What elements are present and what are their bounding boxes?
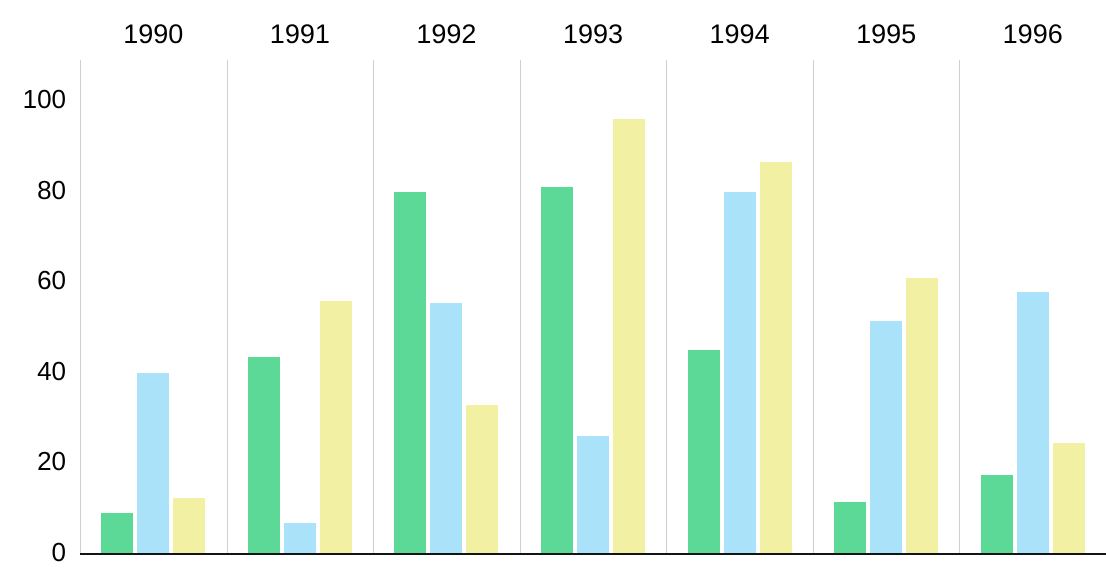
bar-series-yellow (759, 162, 792, 553)
vertical-gridline (80, 60, 81, 553)
y-tick-label: 80 (37, 174, 66, 205)
bar-series-yellow (319, 300, 352, 553)
vertical-gridline (519, 60, 521, 553)
y-tick-label: 60 (37, 265, 66, 296)
x-axis-line (80, 553, 1106, 555)
category-label: 1995 (856, 19, 917, 49)
bar-series-yellow (1052, 443, 1085, 553)
category-label: 1994 (709, 19, 770, 49)
y-tick-label: 40 (37, 355, 66, 386)
bar-series-blue (577, 436, 609, 553)
category-label: 1992 (416, 19, 477, 49)
category-label: 1991 (269, 19, 330, 49)
bar-series-blue (283, 522, 316, 553)
bar-series-green (247, 357, 280, 553)
bar-series-blue (870, 320, 903, 553)
bar-series-yellow (173, 497, 206, 553)
bar-series-green (980, 474, 1013, 553)
bar-series-yellow (906, 277, 939, 553)
bar-series-yellow (613, 119, 645, 553)
y-tick-label: 100 (22, 84, 66, 114)
bar-series-green (101, 513, 134, 553)
y-tick-label: 0 (51, 537, 66, 567)
bar-series-blue (137, 373, 170, 553)
bar-series-green (394, 191, 427, 553)
vertical-gridline (226, 60, 228, 553)
bar-series-green (687, 350, 720, 553)
bar-series-yellow (466, 404, 499, 553)
vertical-gridline (373, 60, 375, 553)
vertical-gridline (959, 60, 961, 553)
bar-series-blue (430, 302, 463, 553)
bar-series-blue (723, 191, 756, 553)
bar-series-green (834, 502, 867, 553)
category-label: 1996 (1002, 19, 1063, 49)
y-tick-label: 20 (37, 446, 66, 477)
vertical-gridline (666, 60, 668, 553)
category-label: 1993 (562, 19, 624, 49)
vertical-gridline (812, 60, 814, 553)
bar-series-blue (1016, 291, 1049, 553)
bar-series-green (541, 187, 573, 553)
category-label: 1990 (123, 19, 184, 49)
